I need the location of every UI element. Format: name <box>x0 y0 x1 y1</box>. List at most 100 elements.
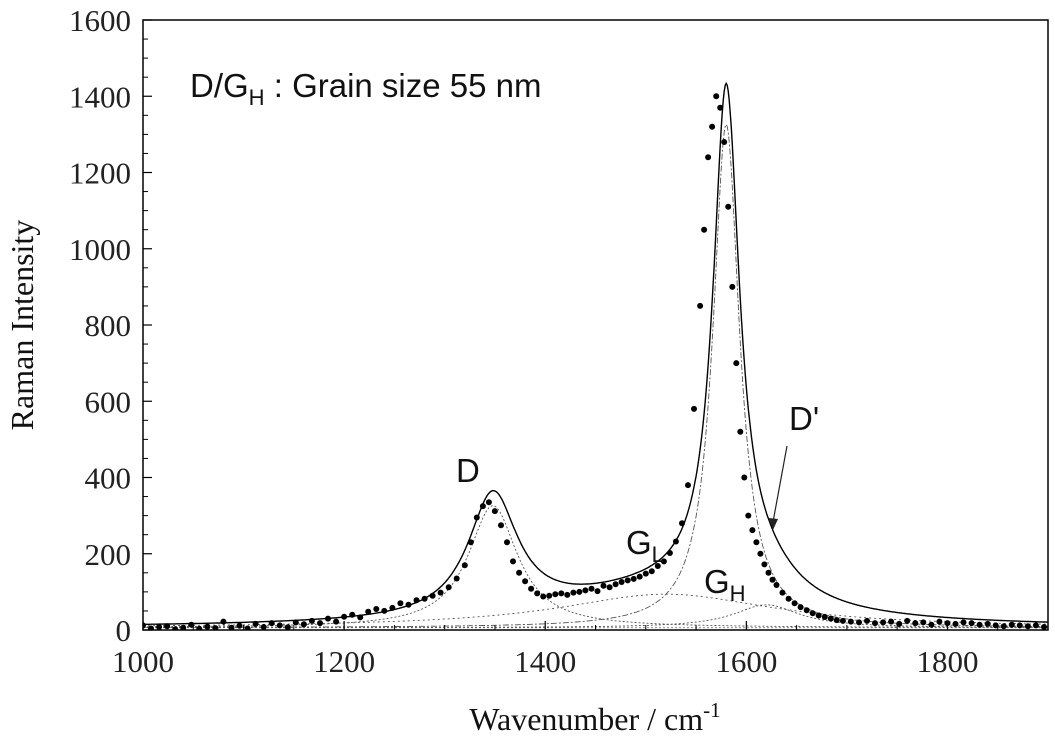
data-point <box>761 561 768 568</box>
data-points <box>143 93 1047 630</box>
data-point <box>880 619 887 626</box>
data-point <box>534 590 541 597</box>
data-point <box>685 482 691 489</box>
data-point <box>365 608 372 615</box>
data-point <box>228 624 235 630</box>
x-tick-label: 1000 <box>112 644 174 679</box>
data-point <box>461 562 468 569</box>
data-point <box>204 623 211 630</box>
data-point <box>268 620 275 627</box>
data-point <box>672 538 679 545</box>
data-point <box>753 539 760 546</box>
data-point <box>164 623 171 630</box>
data-point <box>779 589 786 596</box>
data-point <box>960 619 967 626</box>
y-tick-label: 1200 <box>69 156 131 191</box>
data-point <box>737 428 744 435</box>
data-point <box>381 607 388 614</box>
data-point <box>349 611 356 618</box>
data-point <box>721 139 728 145</box>
data-point <box>968 620 975 627</box>
data-point <box>624 577 631 584</box>
data-point <box>797 604 804 611</box>
data-point <box>612 581 619 588</box>
data-point <box>733 360 740 367</box>
y-tick-label: 1000 <box>69 232 131 267</box>
y-axis-title: Raman Intensity <box>4 220 40 431</box>
data-point <box>769 576 776 583</box>
y-tick-label: 600 <box>85 384 132 419</box>
data-point <box>745 512 752 519</box>
data-point <box>473 514 480 521</box>
data-point <box>421 595 428 602</box>
data-point <box>413 597 420 604</box>
y-tick-label: 1600 <box>69 3 131 38</box>
data-point <box>1016 622 1023 629</box>
data-point <box>1024 623 1031 630</box>
data-point <box>642 570 649 577</box>
data-point <box>373 606 380 612</box>
data-point <box>992 622 999 629</box>
data-point <box>325 615 331 622</box>
data-point <box>1008 621 1015 628</box>
data-point <box>244 625 251 630</box>
data-point <box>803 607 810 614</box>
y-tick-label: 1400 <box>69 79 131 114</box>
data-point <box>148 625 154 630</box>
data-point <box>679 520 685 527</box>
fit-curves <box>143 81 1048 629</box>
data-point <box>172 626 179 630</box>
data-point <box>660 558 667 565</box>
data-point <box>308 617 315 624</box>
axis-ticks <box>142 19 1049 631</box>
data-point <box>341 613 348 620</box>
tick-labels: 1000 1200 1400 1600 1800 0 200 400 600 800 1000 120… <box>69 3 978 679</box>
data-point <box>260 624 267 630</box>
data-point <box>729 283 736 290</box>
data-point <box>713 93 720 100</box>
x-tick-label: 1200 <box>313 644 375 679</box>
data-point <box>904 617 911 624</box>
data-point <box>498 522 504 529</box>
data-point <box>765 569 772 576</box>
data-point <box>252 620 259 627</box>
data-point <box>976 621 983 628</box>
x-tick-label: 1600 <box>715 644 777 679</box>
data-point <box>785 595 792 602</box>
data-point <box>839 617 846 624</box>
gh-peak-label: GH <box>704 563 746 606</box>
data-point <box>504 539 510 546</box>
grain-size-annotation: D/GH : Grain size 55 nm <box>190 67 542 110</box>
data-point <box>180 624 187 630</box>
data-point <box>606 584 613 591</box>
data-point <box>479 503 486 510</box>
d-prime-arrow <box>769 445 788 530</box>
data-point <box>600 582 607 589</box>
data-point <box>220 618 227 625</box>
data-point <box>582 587 589 594</box>
data-point <box>821 614 828 620</box>
data-point <box>284 624 291 630</box>
d-peak-label: D <box>456 452 480 489</box>
data-point <box>888 618 895 625</box>
data-point <box>936 618 943 625</box>
data-point <box>725 203 732 210</box>
y-tick-label: 800 <box>85 308 132 343</box>
data-point <box>276 622 283 629</box>
data-point <box>546 592 553 599</box>
data-point <box>872 620 878 627</box>
data-point <box>1000 623 1007 630</box>
total-fit-curve <box>143 81 1048 626</box>
data-point <box>705 154 712 161</box>
data-point <box>984 620 991 627</box>
data-point <box>847 618 854 625</box>
data-point <box>741 474 748 481</box>
data-point <box>717 104 724 111</box>
plot-frame <box>142 19 1049 631</box>
d-prime-peak-label: D' <box>789 400 819 437</box>
data-point <box>827 615 834 622</box>
data-point <box>558 590 565 597</box>
gh-component-curve <box>143 123 1048 628</box>
data-point <box>709 123 716 130</box>
data-point <box>445 584 452 591</box>
